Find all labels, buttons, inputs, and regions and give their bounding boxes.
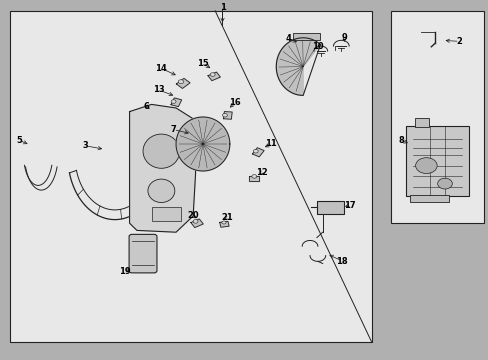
Text: 3: 3 [82,141,88,150]
Circle shape [222,221,225,224]
Bar [10,11,371,342]
Polygon shape [223,112,232,119]
Text: 1: 1 [219,3,225,12]
Text: 5: 5 [17,136,22,145]
Text: 16: 16 [228,98,240,107]
Bar [293,33,320,40]
Ellipse shape [147,179,175,202]
Polygon shape [190,219,203,228]
Bar [409,195,448,202]
Text: 13: 13 [153,85,164,94]
Text: 4: 4 [285,34,291,43]
Text: 10: 10 [311,42,323,51]
Text: 12: 12 [255,168,267,177]
Polygon shape [171,98,182,107]
Circle shape [415,158,436,174]
Polygon shape [252,148,264,157]
Text: 21: 21 [221,213,233,222]
Circle shape [178,80,183,84]
Text: 9: 9 [341,33,347,42]
Text: 8: 8 [397,136,403,145]
Bar [151,207,181,221]
Bar [405,126,468,196]
Polygon shape [249,176,259,181]
Text: 14: 14 [155,64,167,73]
Text: 2: 2 [456,37,462,46]
Text: 18: 18 [336,256,347,265]
Text: 15: 15 [197,58,208,68]
Text: 20: 20 [187,211,199,220]
Bar [316,201,343,214]
Polygon shape [207,72,220,81]
Circle shape [210,73,215,76]
Text: 17: 17 [343,201,355,210]
Text: 19: 19 [119,267,130,276]
Polygon shape [219,221,228,227]
FancyBboxPatch shape [129,234,157,273]
Text: 11: 11 [265,139,277,148]
Bar [390,11,483,223]
Circle shape [251,175,256,178]
Bar [414,118,428,127]
Circle shape [171,100,176,103]
Polygon shape [176,117,229,171]
Text: 7: 7 [170,125,176,134]
Polygon shape [129,104,195,232]
Circle shape [437,178,451,189]
Polygon shape [176,78,190,89]
Circle shape [222,113,227,117]
Circle shape [253,149,258,153]
Ellipse shape [142,134,180,168]
Text: 6: 6 [143,102,149,111]
Circle shape [193,220,198,223]
Polygon shape [276,38,320,95]
